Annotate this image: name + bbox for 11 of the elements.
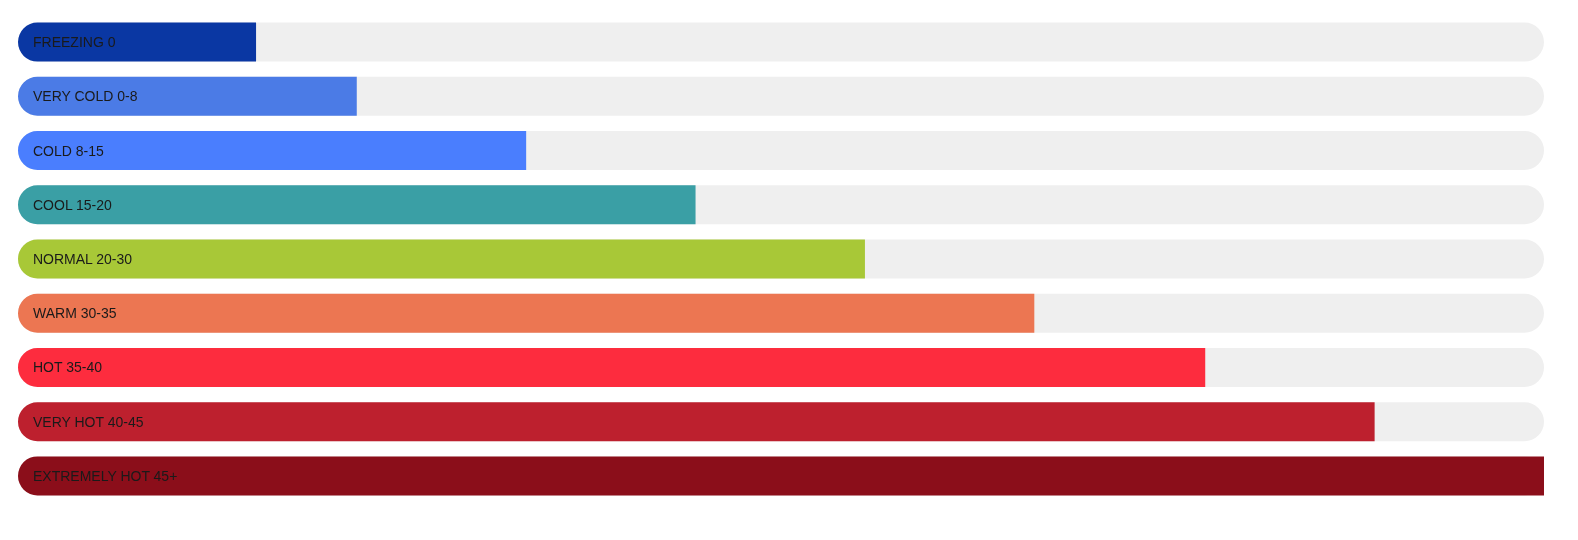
y-tick-label: FREEZING 0 — [33, 34, 116, 51]
y-tick-label: WARM 30-35 — [33, 305, 117, 322]
y-tick-label: HOT 35-40 — [33, 359, 103, 376]
y-tick-label: NORMAL 20-30 — [33, 251, 133, 267]
y-tick-label: VERY COLD 0-8 — [33, 88, 138, 105]
bar — [18, 22, 257, 62]
y-tick-label: EXTREMELY HOT 45+ — [33, 467, 178, 484]
bar — [18, 76, 357, 116]
y-tick-label: VERY HOT 40-45 — [33, 413, 144, 430]
y-tick-label: COOL 15-20 — [33, 196, 113, 213]
y-tick-label: COLD 8-15 — [33, 142, 105, 159]
